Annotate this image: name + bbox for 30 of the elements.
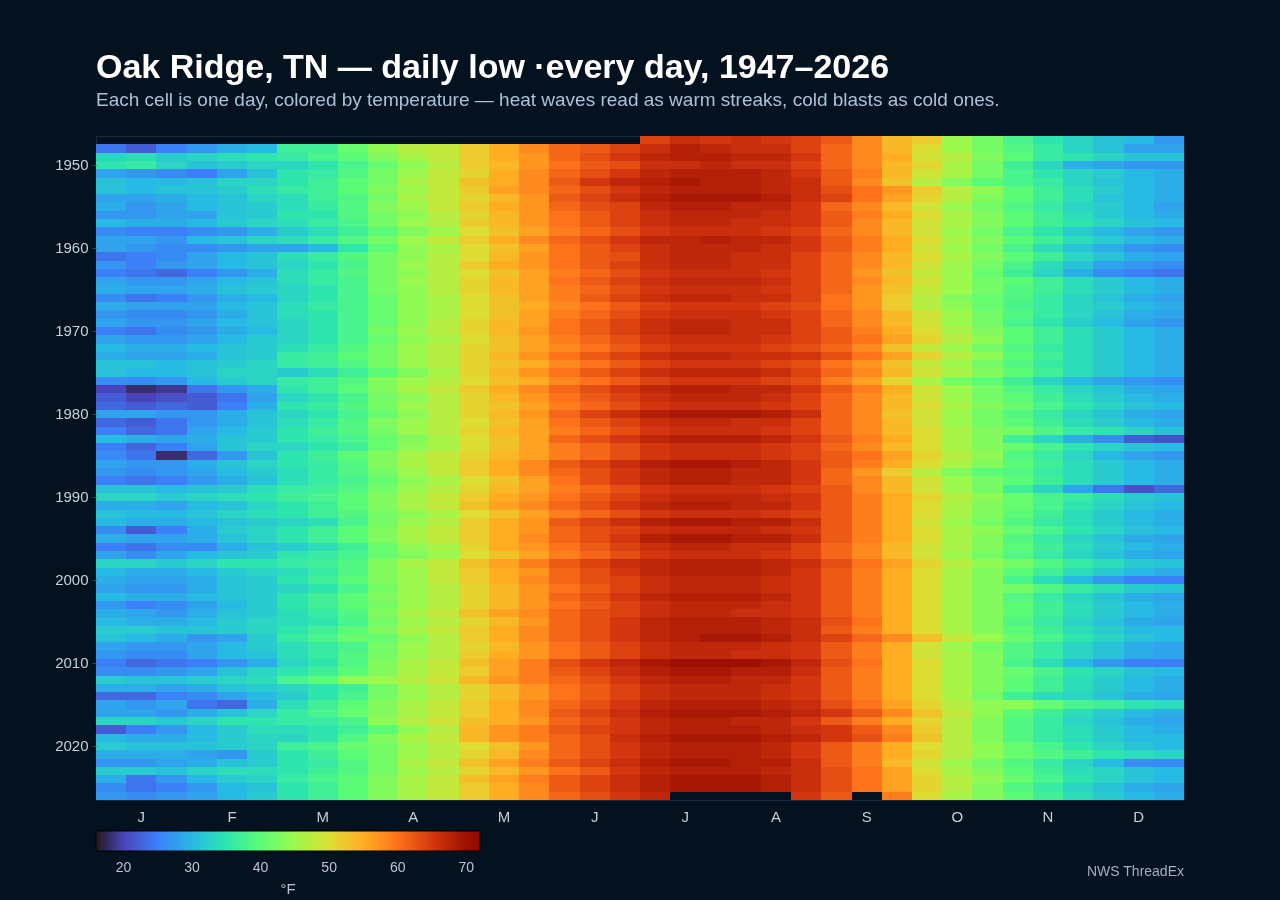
color-bar-label: 30 (184, 859, 200, 875)
x-tick-label: S (861, 807, 872, 825)
x-tick-label: M (497, 807, 511, 825)
x-tick-label: O (951, 807, 964, 825)
color-bar-label: 40 (252, 859, 269, 875)
x-tick-label: M (316, 807, 329, 825)
y-tick-label: 1950 (55, 156, 89, 174)
text: NWS ThreadEx (1087, 863, 1184, 879)
chart-subtitle: Each cell is one day, colored by temperature — heat waves read as warm streaks, cold blasts as cold ones. (96, 89, 1000, 110)
y-tick-label: 2010 (55, 654, 89, 672)
x-tick-label: J (681, 807, 690, 825)
chart-title: Oak Ridge, TN — daily low ·every day, 1947–2026 (96, 47, 890, 85)
color-bar-label: 70 (458, 859, 475, 875)
x-tick-label: A (408, 807, 419, 825)
x-tick-label: D (1133, 807, 1145, 825)
x-tick-label: F (227, 807, 237, 825)
x-tick-label: J (137, 807, 146, 825)
color-bar-label: 60 (389, 859, 406, 875)
y-tick-label: 2000 (55, 571, 89, 589)
x-tick-label: A (770, 807, 782, 825)
y-tick-label: 2020 (55, 737, 89, 755)
y-tick-label: 1960 (55, 239, 89, 257)
y-tick-label: 1980 (55, 405, 89, 423)
x-tick-label: N (1042, 807, 1054, 825)
y-tick-label: 1970 (55, 322, 89, 340)
x-tick-label: J (590, 807, 599, 825)
color-bar-title: °F (280, 880, 296, 897)
y-tick-label: 1990 (55, 488, 89, 506)
color-bar-label: 20 (115, 859, 132, 875)
color-bar-label: 50 (321, 859, 338, 875)
